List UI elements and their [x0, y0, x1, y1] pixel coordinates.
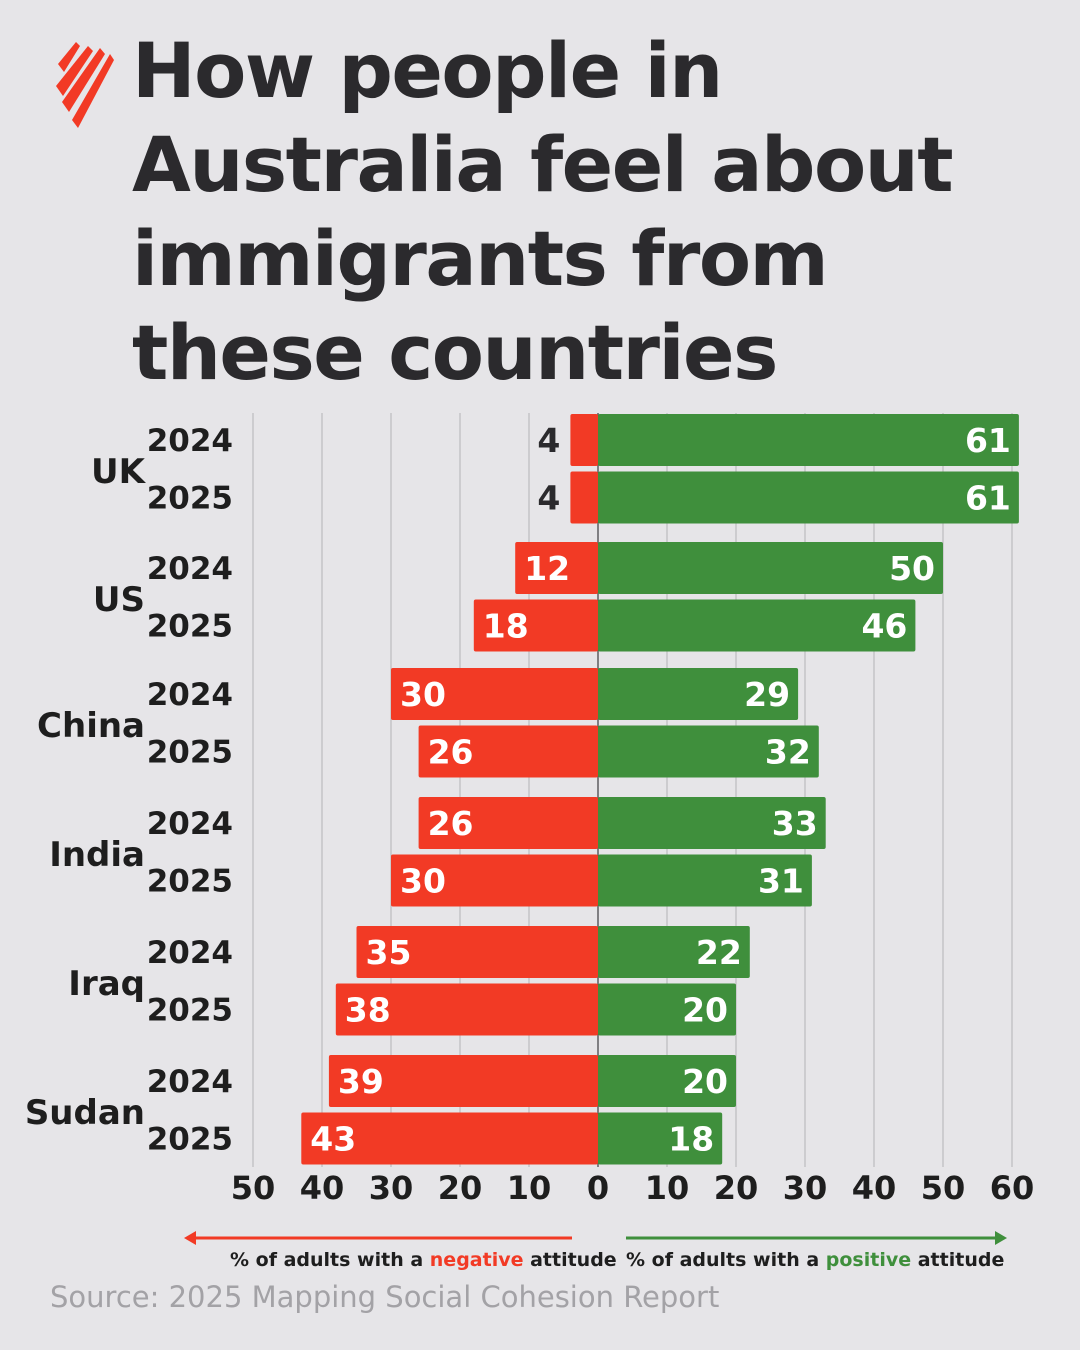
chart-title: How people in Australia feel about immig… [132, 26, 954, 397]
positive-value-label: 22 [696, 933, 742, 972]
positive-value-label: 31 [758, 862, 804, 901]
negative-bar [335, 983, 598, 1036]
negative-bar [356, 926, 598, 978]
positive-bar [598, 983, 736, 1036]
positive-value-label: 46 [861, 607, 907, 646]
negative-bar [391, 854, 598, 907]
year-label: 2024 [147, 1064, 233, 1100]
x-tick-label: 10 [645, 1169, 690, 1207]
negative-bar [301, 1112, 598, 1165]
year-label: 2024 [147, 806, 233, 842]
x-tick-label: 40 [300, 1169, 345, 1207]
positive-bar [598, 926, 750, 978]
year-label: 2024 [147, 551, 233, 587]
year-label: 2025 [147, 609, 233, 645]
negative-value-label: 30 [400, 862, 446, 901]
x-tick-label: 30 [783, 1169, 828, 1207]
negative-value-label: 4 [537, 421, 560, 460]
negative-value-label: 26 [428, 804, 474, 843]
positive-bar [598, 471, 1019, 524]
negative-bar [328, 1055, 598, 1107]
legend-positive-suffix: attitude [911, 1249, 1005, 1271]
country-label: China [37, 706, 145, 746]
legend-negative-prefix: % of adults with a [230, 1249, 430, 1271]
legend-positive: % of adults with a positive attitude [626, 1249, 1004, 1271]
negative-value-label: 4 [537, 479, 560, 518]
legend-negative-suffix: attitude [523, 1249, 617, 1271]
year-label: 2024 [147, 423, 233, 459]
country-label: Iraq [68, 964, 145, 1004]
positive-value-label: 20 [682, 991, 728, 1030]
positive-value-label: 18 [668, 1120, 714, 1159]
positive-value-label: 32 [765, 733, 811, 772]
positive-bar [598, 1055, 736, 1107]
year-label: 2025 [147, 1122, 233, 1158]
positive-bar [598, 797, 826, 849]
negative-value-label: 38 [345, 991, 391, 1030]
positive-bar [598, 1112, 723, 1165]
negative-bar [570, 414, 598, 466]
negative-value-label: 35 [366, 933, 412, 972]
country-label: Sudan [25, 1093, 145, 1133]
negative-bar [391, 668, 598, 720]
country-label: India [49, 835, 145, 875]
year-label: 2025 [147, 993, 233, 1029]
positive-bar [598, 668, 799, 720]
negative-value-label: 39 [338, 1062, 384, 1101]
legend-positive-prefix: % of adults with a [626, 1249, 826, 1271]
negative-arrowhead-icon [184, 1231, 196, 1245]
positive-value-label: 33 [772, 804, 818, 843]
country-label: US [93, 580, 145, 620]
positive-value-label: 61 [965, 479, 1011, 518]
positive-bar [598, 414, 1019, 466]
positive-value-label: 50 [889, 549, 935, 588]
negative-bar [570, 471, 598, 524]
positive-value-label: 20 [682, 1062, 728, 1101]
positive-bar [598, 854, 812, 907]
x-tick-label: 10 [507, 1169, 552, 1207]
country-label: UK [91, 452, 147, 492]
negative-value-label: 30 [400, 675, 446, 714]
negative-value-label: 26 [428, 733, 474, 772]
x-tick-label: 40 [852, 1169, 897, 1207]
negative-bar [418, 725, 598, 778]
negative-bar [515, 542, 598, 594]
x-tick-label: 0 [587, 1169, 609, 1207]
legend-negative-highlight: negative [429, 1249, 524, 1271]
year-label: 2024 [147, 935, 233, 971]
source-note: Source: 2025 Mapping Social Cohesion Rep… [50, 1280, 720, 1314]
x-tick-label: 20 [714, 1169, 759, 1207]
x-tick-label: 30 [369, 1169, 414, 1207]
positive-bar [598, 725, 819, 778]
negative-bar [418, 797, 598, 849]
positive-arrowhead-icon [995, 1231, 1007, 1245]
negative-value-label: 12 [524, 549, 570, 588]
x-tick-label: 60 [990, 1169, 1035, 1207]
x-tick-label: 20 [438, 1169, 483, 1207]
year-label: 2025 [147, 864, 233, 900]
positive-bar [598, 542, 943, 594]
positive-value-label: 61 [965, 421, 1011, 460]
positive-bar [598, 599, 916, 652]
legend-negative: % of adults with a negative attitude [230, 1249, 617, 1271]
x-tick-label: 50 [231, 1169, 276, 1207]
year-label: 2024 [147, 677, 233, 713]
year-label: 2025 [147, 735, 233, 771]
positive-value-label: 29 [744, 675, 790, 714]
negative-value-label: 18 [483, 607, 529, 646]
year-label: 2025 [147, 481, 233, 517]
x-tick-label: 50 [921, 1169, 966, 1207]
legend-positive-highlight: positive [825, 1249, 912, 1271]
negative-value-label: 43 [310, 1120, 356, 1159]
negative-bar [473, 599, 598, 652]
broadcaster-logo-icon [56, 42, 114, 128]
